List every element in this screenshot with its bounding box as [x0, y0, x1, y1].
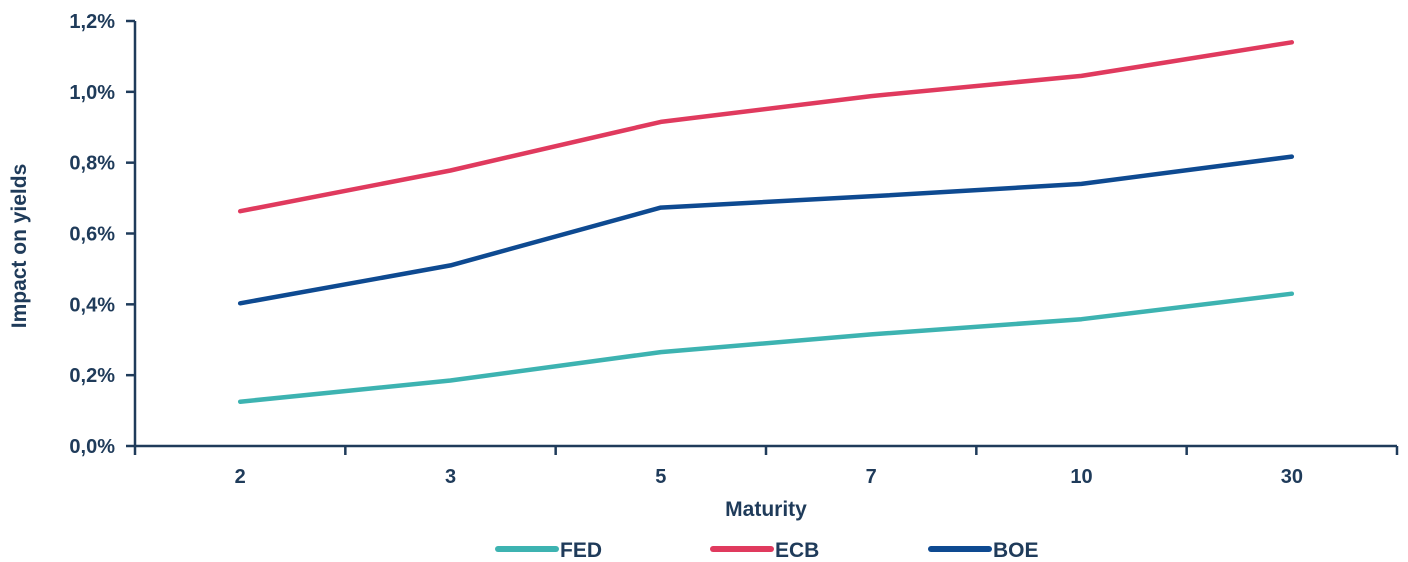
- series-line-ecb: [237, 40, 1295, 214]
- y-tick-label: 0,4%: [69, 294, 115, 316]
- y-tick-label: 1,2%: [69, 11, 115, 33]
- legend-label-boe: BOE: [993, 539, 1039, 562]
- y-tick-label: 0,2%: [69, 365, 115, 387]
- legend-label-ecb: ECB: [775, 539, 819, 562]
- legend-label-fed: FED: [560, 539, 602, 562]
- y-axis: 0,0% 0,2% 0,4% 0,6% 0,8% 1,0% 1,2%: [69, 11, 137, 458]
- series-line-boe: [237, 154, 1295, 306]
- x-axis: 2 3 5 7 10 30: [133, 444, 1399, 488]
- x-axis-title: Maturity: [725, 498, 807, 521]
- series-line-fed: [237, 291, 1295, 404]
- y-tick-label: 0,0%: [69, 436, 115, 458]
- legend: FED ECB BOE: [495, 539, 1039, 562]
- series-lines: [237, 40, 1295, 404]
- x-tick-label: 3: [445, 466, 456, 488]
- y-tick-label: 1,0%: [69, 82, 115, 104]
- x-tick-label: 2: [235, 466, 246, 488]
- x-tick-label: 10: [1070, 466, 1092, 488]
- x-tick-label: 30: [1281, 466, 1303, 488]
- y-axis-title: Impact on yields: [8, 164, 31, 329]
- y-tick-label: 0,8%: [69, 153, 115, 175]
- y-tick-label: 0,6%: [69, 224, 115, 246]
- x-tick-label: 5: [655, 466, 666, 488]
- x-tick-label: 7: [866, 466, 877, 488]
